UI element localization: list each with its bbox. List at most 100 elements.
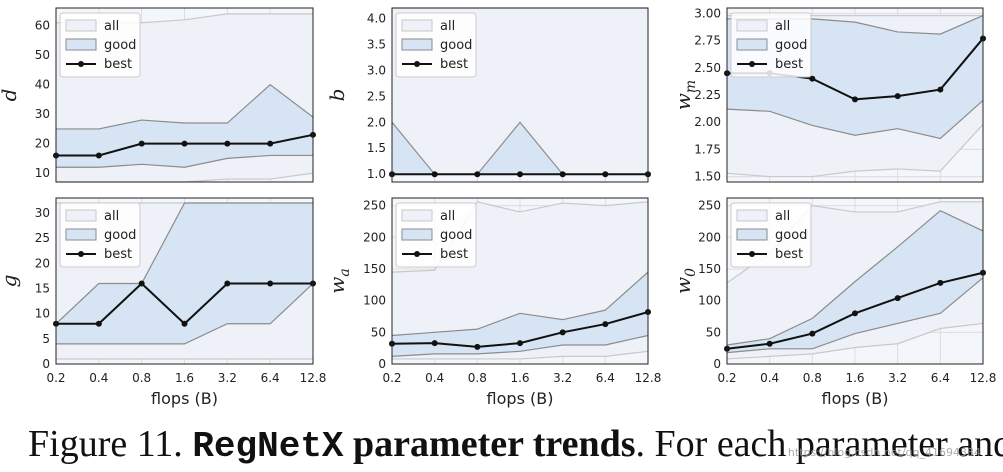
legend: all good best	[730, 12, 812, 78]
y-tick-label: 100	[698, 294, 721, 308]
legend-swatch-all	[401, 19, 433, 32]
x-tick-label: 12.8	[635, 371, 662, 385]
best-point	[224, 140, 231, 147]
x-tick-label: 6.4	[261, 371, 280, 385]
legend-swatch-good	[736, 38, 768, 51]
legend-swatch-all	[736, 209, 768, 222]
y-tick-label: 40	[35, 78, 50, 92]
y-tick-label: 1.0	[367, 167, 386, 181]
best-point	[138, 140, 145, 147]
chart-panel-2: 1.0 1.5 2.0 2.5 3.0 3.5 4.0 b all good best	[325, 7, 651, 183]
y-tick-label: 0	[713, 357, 721, 371]
y-tick-label: 2.75	[694, 34, 721, 48]
legend-label-all: all	[775, 19, 790, 34]
legend-swatch-good	[65, 38, 97, 51]
best-point	[809, 330, 816, 337]
y-tick-label: 30	[35, 107, 50, 121]
x-tick-label: 3.2	[553, 371, 572, 385]
y-tick-label: 2.25	[694, 88, 721, 102]
all-lower-line	[726, 123, 984, 178]
legend-label-all: all	[440, 19, 455, 34]
best-point	[138, 280, 145, 287]
best-point	[937, 279, 944, 286]
good-lower-line	[391, 334, 649, 357]
chart-panel-1: 10 20 30 40 50 60 d all good best	[0, 7, 316, 183]
legend-label-best: best	[104, 57, 132, 72]
all-lower-line	[726, 322, 984, 360]
all-lower-line	[392, 350, 649, 360]
best-point	[517, 171, 523, 178]
best-point	[181, 140, 188, 147]
good-lower-line	[726, 277, 984, 354]
good-band	[56, 203, 313, 344]
chart-panel-6: 0 50 100 150 200 250 0.2 0.4 0.8 1.6 3.2 6.4 12.8 flo…	[671, 197, 996, 408]
best-point	[224, 280, 231, 287]
best-point	[95, 152, 102, 159]
legend-label-best: best	[775, 247, 803, 262]
x-tick-label: 1.6	[845, 371, 864, 385]
chart-panel-5: 0 50 100 150 200 250 0.2 0.4 0.8 1.6 3.2 6.4 12.8 flo…	[325, 197, 662, 408]
x-tick-label: 0.8	[468, 371, 487, 385]
y-axis-label: w0	[671, 268, 699, 294]
y-tick-label: 1.5	[367, 141, 386, 155]
legend-label-best: best	[104, 247, 132, 262]
good-lower-line	[726, 99, 984, 140]
y-tick-label: 0	[378, 357, 386, 371]
x-tick-label: 0.4	[89, 371, 108, 385]
x-tick-label: 3.2	[218, 371, 237, 385]
legend-label-good: good	[440, 38, 472, 53]
legend-swatch-good	[401, 38, 433, 51]
legend-label-all: all	[775, 209, 790, 224]
x-tick-label: 0.2	[46, 371, 65, 385]
legend-marker-best	[78, 61, 84, 67]
good-band	[392, 122, 648, 175]
best-point	[602, 321, 609, 328]
y-axis-label: g	[0, 275, 21, 288]
x-tick-label: 0.2	[382, 371, 401, 385]
y-tick-label: 50	[35, 48, 50, 62]
x-tick-label: 0.4	[760, 371, 779, 385]
caption-model-name: RegNetX	[192, 426, 344, 467]
legend: all good best	[395, 202, 477, 268]
legend-marker-best	[78, 251, 84, 257]
good-upper-line	[391, 271, 649, 337]
best-point	[95, 320, 102, 327]
good-lower-line	[56, 283, 314, 345]
all-upper-line	[391, 201, 649, 273]
legend-swatch-all	[65, 19, 97, 32]
legend-label-good: good	[775, 38, 807, 53]
y-tick-label: 4.0	[367, 11, 386, 25]
y-tick-label: 100	[363, 294, 386, 308]
best-point	[559, 329, 566, 336]
y-tick-label: 20	[35, 256, 50, 270]
legend-label-all: all	[440, 209, 455, 224]
best-point	[894, 295, 901, 302]
x-tick-label: 0.8	[132, 371, 151, 385]
best-point	[894, 93, 901, 100]
x-axis-label: flops (B)	[487, 389, 554, 408]
x-tick-label: 6.4	[931, 371, 950, 385]
caption-bold-title: parameter trends	[343, 423, 636, 465]
good-band	[56, 84, 313, 168]
y-tick-label: 3.0	[367, 63, 386, 77]
x-tick-label: 12.8	[300, 371, 327, 385]
x-axis-label: flops (B)	[822, 389, 889, 408]
legend: all good best	[59, 12, 141, 78]
legend: all good best	[59, 202, 141, 268]
y-tick-label: 50	[371, 325, 386, 339]
y-tick-label: 15	[35, 282, 50, 296]
y-tick-label: 250	[698, 199, 721, 213]
y-tick-label: 1.50	[694, 170, 721, 184]
y-tick-label: 2.5	[367, 89, 386, 103]
plot-frame	[55, 197, 314, 365]
y-tick-label: 2.0	[367, 115, 386, 129]
y-tick-label: 10	[35, 307, 50, 321]
legend-label-good: good	[440, 228, 472, 243]
plot-frame	[726, 197, 984, 365]
legend-swatch-all	[401, 209, 433, 222]
y-tick-label: 5	[42, 332, 50, 346]
y-tick-label: 20	[35, 137, 50, 151]
best-point	[602, 171, 609, 178]
y-tick-label: 2.50	[694, 61, 721, 75]
chart-panel-3: 1.50 1.75 2.00 2.25 2.50 2.75 3.00 wm all good bes…	[671, 6, 986, 184]
